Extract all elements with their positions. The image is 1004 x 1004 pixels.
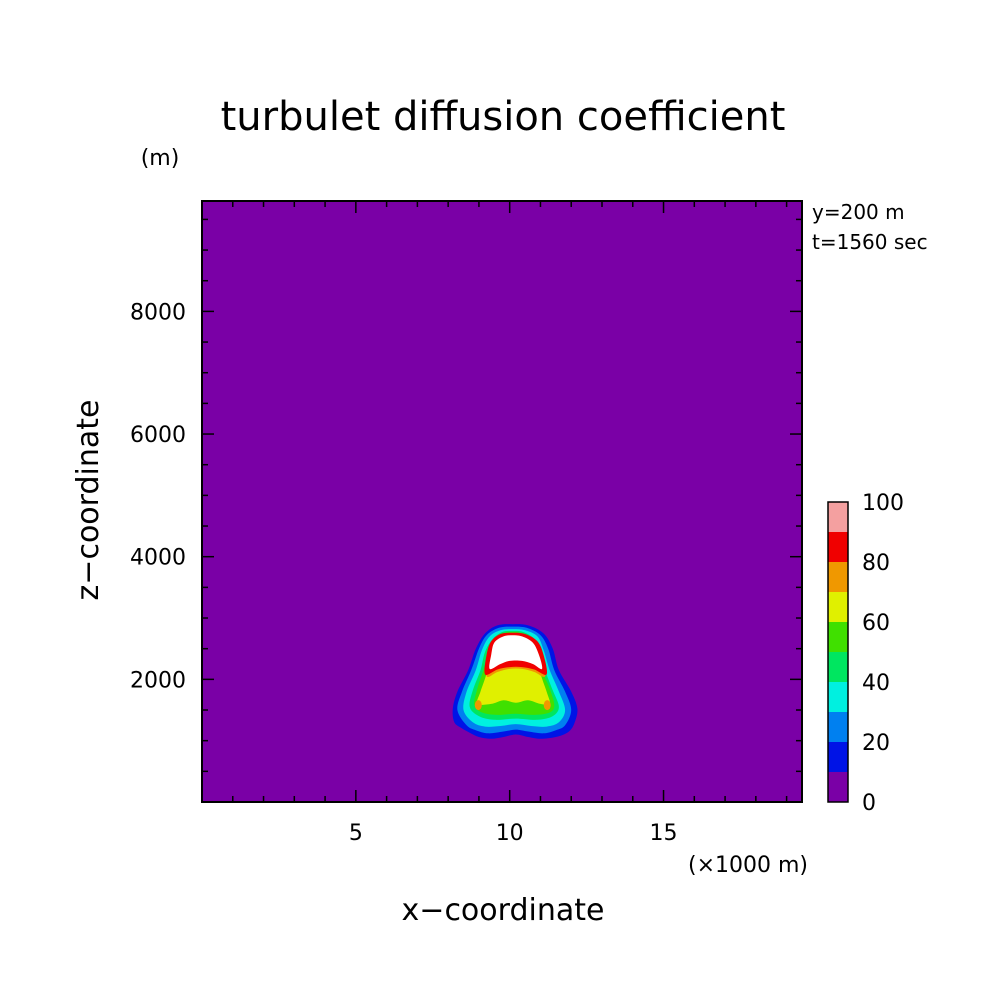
y-tick-label: 8000 <box>130 300 186 325</box>
colorbar-frame <box>827 501 849 803</box>
colorbar-band <box>828 562 848 592</box>
chart-title: turbulet diffusion coefficient <box>221 94 786 140</box>
y-tick-label: 6000 <box>130 423 186 448</box>
colorbar-label: 80 <box>862 551 890 576</box>
colorbar-label: 0 <box>862 791 876 816</box>
x-tick-label: 15 <box>650 821 678 846</box>
y-tick-label: 4000 <box>130 546 186 571</box>
colorbar-band <box>828 652 848 682</box>
contour-spot-1 <box>543 700 551 711</box>
y-unit-label: (m) <box>141 146 180 171</box>
contour-level-100 <box>489 635 543 670</box>
colorbar-band <box>828 742 848 772</box>
colorbar-band <box>828 592 848 622</box>
colorbar: 0 20 40 60 80 100 <box>827 491 904 816</box>
x-tick-label: 10 <box>496 821 524 846</box>
annotation-t: t=1560 sec <box>812 230 928 254</box>
x-axis-label: x−coordinate <box>402 893 605 928</box>
y-axis-label: z−coordinate <box>71 400 106 601</box>
colorbar-label: 40 <box>862 671 890 696</box>
y-tick-label: 2000 <box>130 668 186 693</box>
colorbar-band <box>828 532 848 562</box>
plot-area: 5 10 15 2000 4000 6000 8000 <box>130 200 803 846</box>
annotation-y: y=200 m <box>812 200 905 224</box>
x-tick-label: 5 <box>349 821 363 846</box>
colorbar-label: 20 <box>862 731 890 756</box>
contour-spot-0 <box>474 700 482 711</box>
colorbar-band <box>828 772 848 802</box>
x-unit-label: (×1000 m) <box>688 853 808 878</box>
colorbar-band <box>828 502 848 532</box>
colorbar-band <box>828 622 848 652</box>
colorbar-band <box>828 712 848 742</box>
colorbar-band <box>828 682 848 712</box>
colorbar-label: 100 <box>862 491 904 516</box>
colorbar-label: 60 <box>862 611 890 636</box>
plot-frame <box>201 200 803 803</box>
